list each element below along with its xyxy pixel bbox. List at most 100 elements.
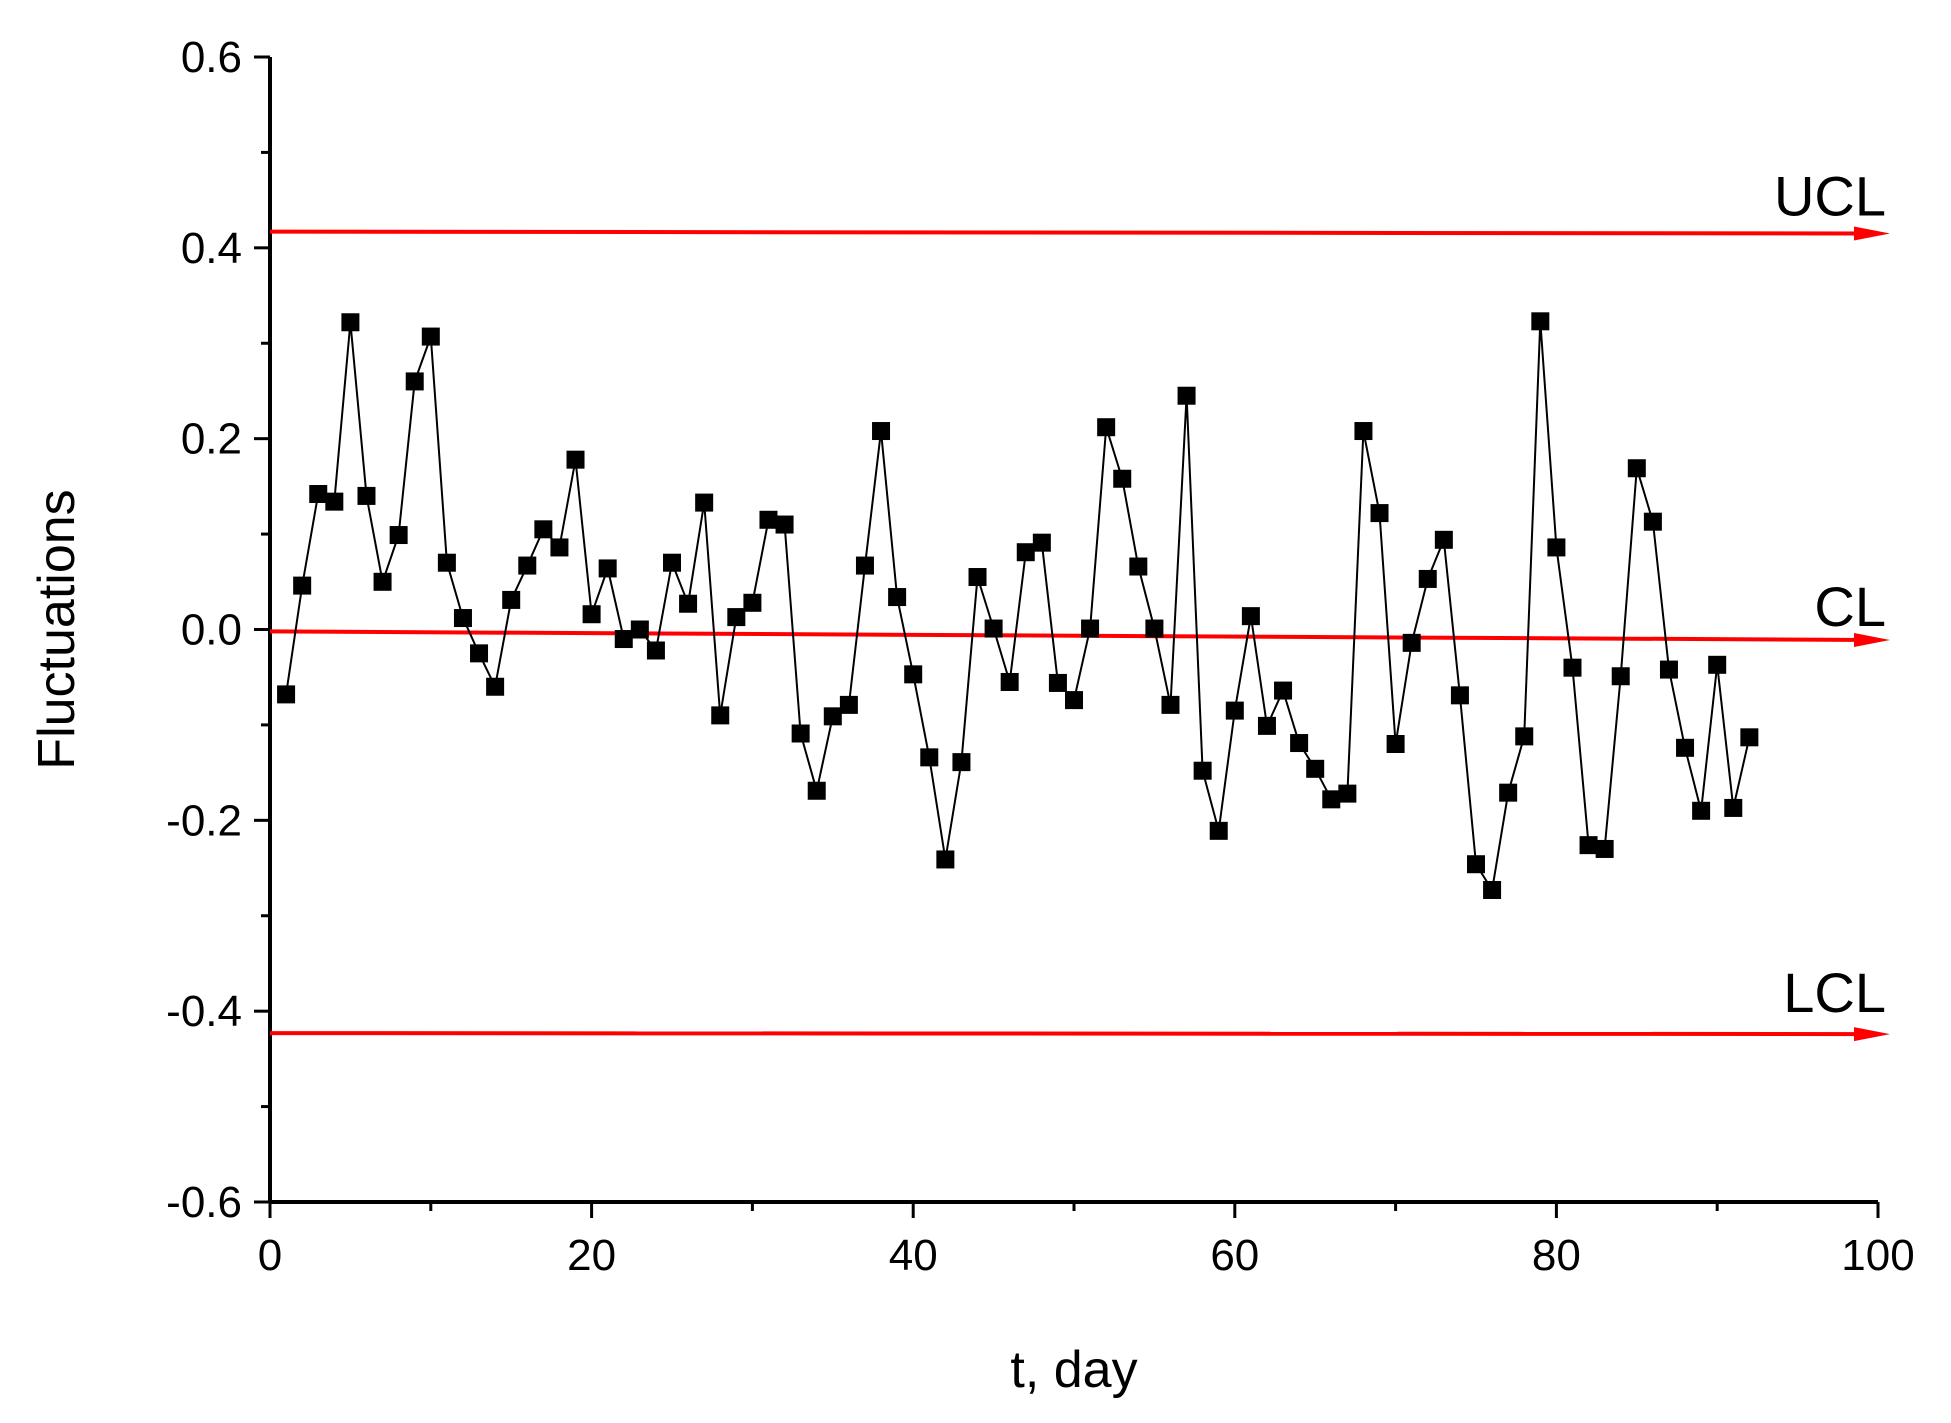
- data-point: [1338, 784, 1357, 803]
- data-point: [984, 619, 1003, 638]
- x-axis-title: t, day: [1010, 1341, 1137, 1399]
- y-axis-title: Fluctuations: [28, 489, 86, 769]
- x-tick-label: 20: [567, 1231, 616, 1280]
- data-point: [1515, 727, 1534, 746]
- x-tick-label: 40: [889, 1231, 938, 1280]
- data-point: [453, 609, 472, 628]
- data-point: [1354, 422, 1373, 441]
- data-point: [1306, 759, 1325, 778]
- data-point: [711, 706, 730, 725]
- data-point: [1467, 855, 1485, 874]
- data-point: [277, 685, 296, 704]
- data-point: [325, 492, 344, 511]
- data-point: [357, 486, 376, 505]
- y-tick-label: 0.6: [181, 33, 242, 82]
- data-point: [872, 422, 891, 441]
- data-point: [389, 526, 408, 545]
- data-point: [1145, 619, 1164, 638]
- data-point: [341, 313, 360, 332]
- data-point: [470, 644, 489, 663]
- data-point: [823, 707, 842, 726]
- data-point: [1547, 538, 1566, 557]
- data-point: [1643, 512, 1662, 531]
- data-point: [1402, 633, 1421, 652]
- x-axis: 0 20 40 60 80 100: [258, 1200, 1915, 1280]
- ucl-label: UCL: [1774, 165, 1886, 228]
- data-point: [502, 590, 521, 609]
- x-tick-label: 80: [1532, 1231, 1581, 1280]
- data-point: [1048, 673, 1067, 692]
- data-point: [1113, 469, 1132, 488]
- lcl-label: LCL: [1783, 961, 1886, 1024]
- y-tick-label: -0.4: [166, 987, 242, 1036]
- data-point: [1225, 701, 1244, 720]
- y-tick-label: -0.2: [166, 796, 242, 845]
- data-point: [550, 538, 569, 557]
- data-point: [1563, 658, 1582, 677]
- data-point: [1579, 836, 1598, 855]
- data-point: [1274, 681, 1293, 700]
- data-point: [1595, 839, 1614, 858]
- data-point: [1290, 734, 1309, 753]
- data-point: [920, 748, 939, 767]
- ucl-arrowhead: [1854, 226, 1890, 241]
- data-point: [1418, 569, 1437, 588]
- data-point: [405, 372, 424, 391]
- data-point: [1450, 686, 1469, 705]
- data-point: [630, 620, 649, 639]
- data-point: [1611, 667, 1630, 686]
- data-point: [695, 493, 714, 512]
- y-tick-label: 0.2: [181, 415, 242, 464]
- data-point: [1016, 543, 1035, 562]
- data-point: [1531, 312, 1550, 331]
- data-point: [679, 594, 698, 613]
- data-point: [1386, 735, 1405, 753]
- data-point: [566, 450, 585, 469]
- data-point: [904, 665, 923, 684]
- data-point: [1724, 798, 1743, 817]
- data-point: [1193, 761, 1212, 780]
- data-point: [534, 520, 553, 539]
- data-point: [1257, 716, 1276, 735]
- data-point: [1161, 695, 1180, 714]
- data-point: [1483, 880, 1502, 899]
- data-point: [1241, 607, 1260, 626]
- y-tick-label: -0.6: [166, 1178, 242, 1227]
- data-point: [1065, 691, 1083, 710]
- data-point: [1659, 660, 1678, 679]
- y-tick-label: 0.0: [181, 606, 242, 655]
- data-point: [1000, 672, 1019, 691]
- data-point: [1097, 418, 1116, 437]
- x-tick-label: 60: [1210, 1231, 1259, 1280]
- data-point: [888, 588, 907, 607]
- data-point: [1032, 533, 1051, 552]
- y-axis: -0.6 -0.4 -0.2 0.0 0.2 0.4 0.6: [166, 33, 272, 1227]
- data-point: [663, 553, 681, 572]
- data-point: [582, 605, 601, 624]
- data-point: [759, 510, 778, 529]
- cl-line: [269, 629, 1873, 642]
- data-point: [743, 593, 762, 612]
- data-point: [1081, 619, 1100, 638]
- lcl-line: [269, 1031, 1873, 1037]
- fluctuation-series: [277, 312, 1759, 899]
- data-point: [775, 515, 794, 534]
- data-point: [1209, 821, 1228, 840]
- data-point: [839, 695, 858, 714]
- data-point: [1692, 801, 1711, 820]
- data-point: [1676, 738, 1695, 757]
- x-tick-label: 100: [1841, 1231, 1914, 1280]
- data-point: [1322, 790, 1341, 809]
- data-point: [1627, 459, 1646, 478]
- data-point: [1499, 783, 1518, 802]
- y-tick-label: 0.4: [181, 224, 242, 273]
- data-point: [791, 724, 810, 743]
- data-point: [1740, 728, 1759, 747]
- data-point: [309, 485, 328, 504]
- data-point: [727, 608, 746, 627]
- control-lines: UCL CL LCL: [269, 165, 1890, 1042]
- data-point: [1708, 655, 1727, 674]
- data-point: [614, 630, 633, 649]
- data-point: [486, 677, 505, 696]
